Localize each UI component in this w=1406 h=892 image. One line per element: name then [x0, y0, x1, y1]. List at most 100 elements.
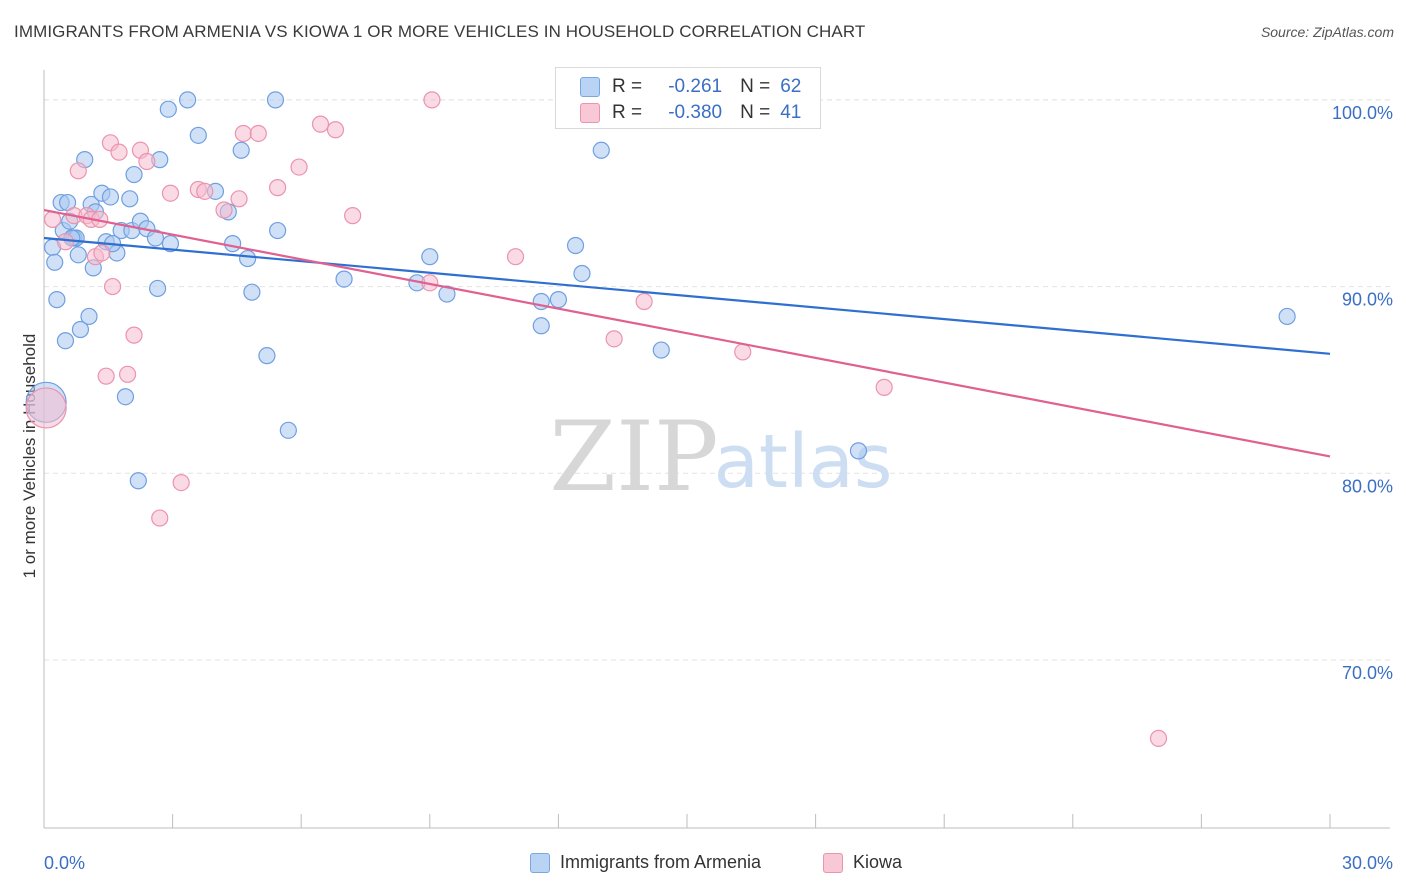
chart-title: IMMIGRANTS FROM ARMENIA VS KIOWA 1 OR MO… [14, 22, 866, 41]
point-armenia [652, 341, 670, 359]
n-value-armenia: 62 [780, 76, 802, 97]
legend-item-armenia[interactable]: Immigrants from Armenia [530, 852, 761, 873]
point-kiowa [311, 115, 330, 133]
legend-swatch-kiowa [823, 852, 843, 873]
r-value-armenia: -0.261 [668, 76, 723, 97]
point-armenia [1278, 307, 1296, 326]
point-armenia [71, 320, 90, 339]
point-kiowa [875, 378, 893, 396]
axes [43, 70, 1390, 829]
point-armenia [438, 285, 456, 303]
point-kiowa [161, 184, 180, 202]
legend-label-armenia: Immigrants from Armenia [560, 852, 762, 872]
point-armenia [532, 317, 550, 335]
x-tick-label-min: 0.0% [44, 853, 85, 873]
point-armenia [179, 91, 197, 109]
point-armenia [129, 472, 147, 490]
r-value-kiowa: -0.380 [668, 102, 723, 123]
legend-swatch-armenia [530, 852, 550, 873]
x-tick-label-max: 30.0% [1342, 853, 1393, 873]
stats-row-kiowa: R = -0.380 N = 41 [580, 101, 801, 125]
point-armenia [125, 165, 143, 184]
point-armenia [258, 347, 276, 365]
point-kiowa [344, 207, 362, 225]
point-kiowa [326, 121, 345, 139]
stats-box: R = -0.261 N = 62 R = -0.380 N = 41 [555, 67, 821, 129]
point-kiowa [151, 509, 169, 527]
point-armenia [56, 332, 75, 350]
r-label: R = [612, 102, 643, 123]
point-armenia [269, 221, 287, 240]
point-kiowa [125, 326, 143, 344]
legend: Immigrants from Armenia Kiowa [0, 850, 1406, 880]
point-kiowa [605, 330, 623, 348]
tick-labels: 70.0% 80.0% 90.0% 100.0% 0.0% 30.0% [44, 103, 1393, 873]
grid-lines [44, 99, 1390, 661]
trend-line-armenia [43, 236, 1331, 355]
point-kiowa [423, 91, 441, 109]
point-armenia [116, 388, 135, 406]
point-kiowa [25, 387, 67, 429]
point-armenia [232, 141, 250, 159]
watermark: ZIP atlas [549, 401, 892, 513]
point-kiowa [172, 474, 190, 492]
point-armenia [46, 253, 64, 271]
point-armenia [159, 100, 177, 118]
point-armenia [243, 283, 261, 301]
point-armenia [573, 264, 591, 283]
n-label: N = [740, 102, 771, 123]
point-armenia [161, 235, 180, 253]
point-armenia [48, 291, 66, 309]
point-armenia [335, 270, 353, 288]
point-armenia [80, 307, 98, 326]
n-value-kiowa: 41 [780, 102, 802, 123]
y-tick-label: 80.0% [1342, 476, 1393, 496]
r-label: R = [612, 76, 643, 97]
stats-swatch-armenia [580, 77, 600, 97]
point-kiowa [290, 158, 308, 176]
point-armenia [121, 190, 139, 208]
point-armenia [146, 229, 165, 247]
point-armenia [849, 442, 868, 460]
point-armenia [189, 126, 207, 144]
point-kiowa [1149, 729, 1168, 747]
point-kiowa [69, 162, 87, 180]
point-kiowa [97, 367, 115, 385]
point-kiowa [215, 201, 233, 219]
y-tick-label: 70.0% [1342, 663, 1393, 683]
point-armenia [69, 246, 87, 264]
trend-lines [43, 208, 1331, 458]
point-kiowa [234, 124, 252, 143]
point-kiowa [230, 190, 248, 208]
stats-swatch-kiowa [580, 103, 600, 123]
point-kiowa [138, 152, 156, 171]
point-kiowa [734, 343, 752, 361]
point-kiowa [269, 179, 287, 197]
y-tick-label: 90.0% [1342, 290, 1393, 310]
legend-item-kiowa[interactable]: Kiowa [823, 852, 902, 873]
point-kiowa [56, 233, 75, 251]
watermark-zip: ZIP [549, 401, 718, 513]
legend-label-kiowa: Kiowa [853, 852, 903, 872]
point-armenia [549, 291, 568, 309]
trend-line-kiowa [43, 208, 1331, 458]
point-armenia [279, 421, 297, 439]
point-armenia [239, 249, 257, 268]
source-label: Source: ZipAtlas.com [1260, 24, 1394, 40]
point-armenia [566, 236, 585, 255]
point-kiowa [118, 365, 137, 383]
point-kiowa [110, 143, 128, 161]
n-label: N = [740, 76, 771, 97]
stats-row-armenia: R = -0.261 N = 62 [580, 75, 801, 99]
point-armenia [266, 91, 285, 109]
point-kiowa [196, 182, 214, 200]
y-tick-label: 100.0% [1332, 103, 1393, 123]
point-kiowa [103, 277, 122, 296]
point-armenia [592, 141, 610, 159]
point-armenia [224, 235, 242, 253]
watermark-atlas: atlas [714, 419, 893, 505]
point-armenia [148, 279, 167, 298]
point-kiowa [93, 244, 111, 262]
point-armenia [421, 248, 439, 266]
